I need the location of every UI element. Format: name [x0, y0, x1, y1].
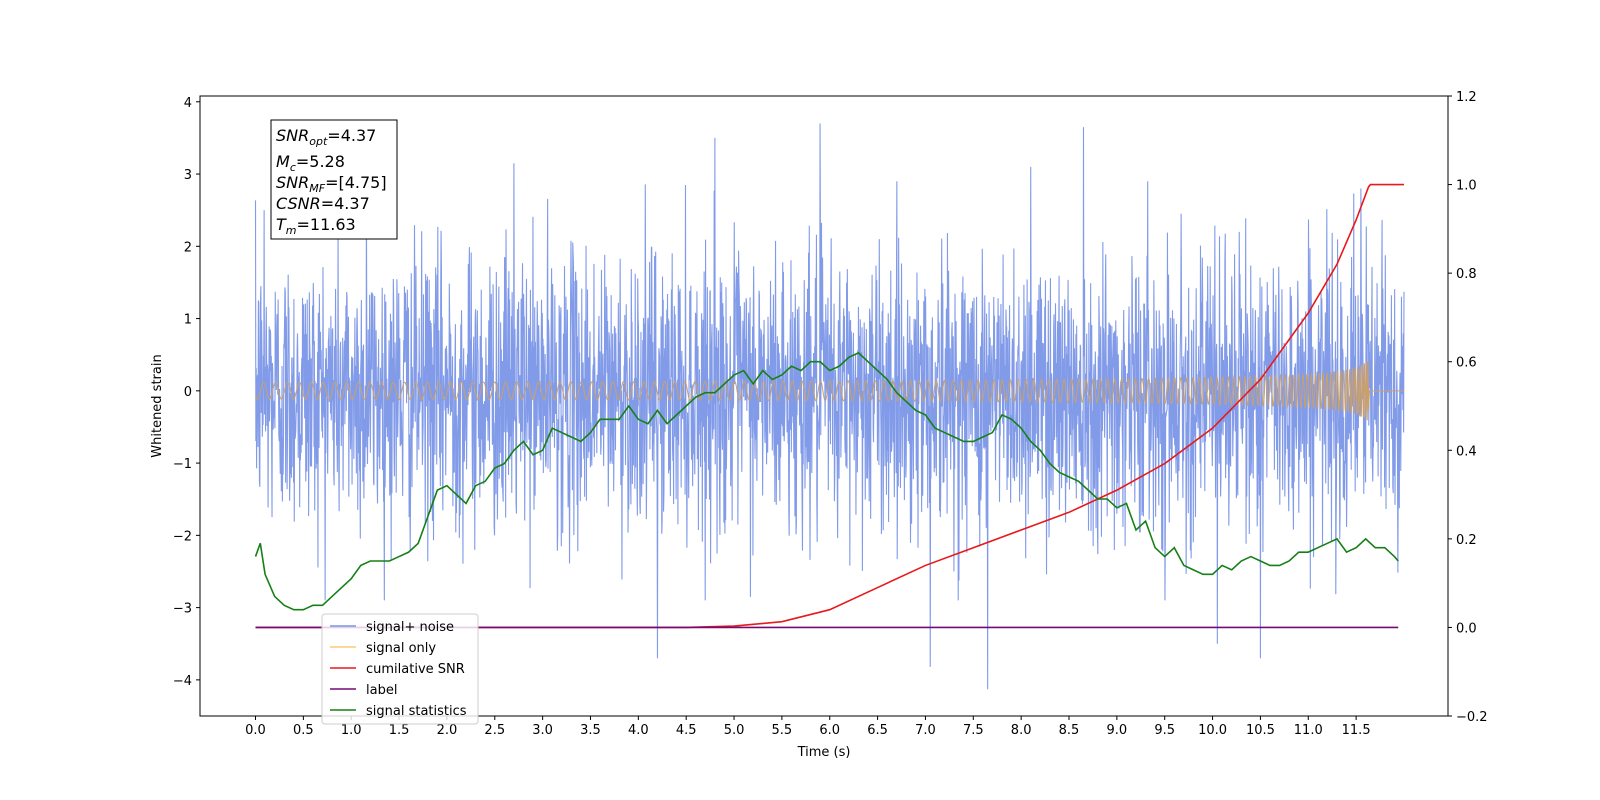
y-right-tick-label: 0.6	[1456, 356, 1477, 371]
x-tick-label: 4.5	[676, 723, 697, 738]
stat-snr-opt: SNRopt=4.37	[276, 126, 376, 148]
series-line-signal-statistics	[254, 351, 1399, 611]
y-left-tick-label: −4	[173, 674, 192, 689]
y-right-tick-label: 0.8	[1456, 267, 1477, 282]
y-right-tick-label: 1.2	[1456, 90, 1477, 105]
series-line-signal-only	[255, 361, 1404, 421]
y-left-tick-label: −3	[173, 602, 192, 617]
x-tick-label: 3.0	[532, 723, 553, 738]
y-right-tick-label: 0.4	[1456, 444, 1477, 459]
legend-label: signal+ noise	[366, 620, 454, 635]
y-left-tick-label: 0	[184, 385, 192, 400]
x-tick-label: 10.0	[1198, 723, 1227, 738]
x-tick-label: 10.5	[1246, 723, 1275, 738]
y-left-tick-label: −2	[173, 529, 192, 544]
stat-csnr: CSNR=4.37	[276, 194, 370, 213]
legend-label: label	[366, 683, 397, 698]
x-tick-label: 0.5	[293, 723, 314, 738]
x-tick-label: 11.0	[1294, 723, 1323, 738]
legend-frame	[321, 613, 479, 725]
stat-tm: Tm=11.63	[276, 215, 356, 237]
x-tick-label: 1.0	[341, 723, 362, 738]
y-left-tick-label: 3	[184, 168, 192, 183]
y-left-tick-label: −1	[173, 457, 192, 472]
x-tick-label: 0.0	[245, 723, 266, 738]
stat-snr-mf: SNRMF=[4.75]	[276, 173, 387, 195]
x-tick-label: 7.5	[963, 723, 984, 738]
x-tick-label: 5.5	[772, 723, 793, 738]
x-tick-label: 5.0	[724, 723, 745, 738]
legend: signal+ noise signal only cumilative SNR la…	[321, 613, 479, 725]
x-tick-label: 3.5	[580, 723, 601, 738]
y-left-tick-label: 1	[184, 313, 192, 328]
x-tick-label: 6.0	[819, 723, 840, 738]
y-right-tick-label: −0.2	[1456, 710, 1488, 725]
stats-box: SNRopt=4.37 Mc=5.28 SNRMF=[4.75] CSNR=4.…	[270, 119, 398, 240]
y-left-tick-label: 4	[184, 96, 192, 111]
x-tick-label: 9.5	[1154, 723, 1175, 738]
x-tick-label: 7.0	[915, 723, 936, 738]
stat-mc: Mc=5.28	[276, 152, 345, 174]
x-tick-label: 1.5	[389, 723, 410, 738]
y-axis-title: Whitened strain	[150, 354, 165, 457]
series-line-cumilative-snr	[255, 183, 1404, 629]
x-tick-label: 2.0	[437, 723, 458, 738]
legend-label: signal statistics	[366, 704, 467, 719]
x-tick-label: 8.5	[1059, 723, 1080, 738]
x-tick-label: 8.0	[1011, 723, 1032, 738]
x-tick-label: 9.0	[1107, 723, 1128, 738]
legend-label: cumilative SNR	[366, 662, 465, 677]
y-right-tick-label: 0.0	[1456, 621, 1477, 636]
x-tick-label: 6.5	[867, 723, 888, 738]
x-axis-title: Time (s)	[797, 745, 851, 760]
y-right-tick-label: 1.0	[1456, 179, 1477, 194]
plot-frame	[199, 95, 1449, 717]
x-tick-label: 2.5	[484, 723, 505, 738]
legend-label: signal only	[366, 641, 436, 656]
x-tick-label: 11.5	[1342, 723, 1371, 738]
y-left-tick-label: 2	[184, 240, 192, 255]
series-line-signal-noise	[254, 123, 1405, 690]
x-tick-label: 4.0	[628, 723, 649, 738]
y-right-tick-label: 0.2	[1456, 533, 1477, 548]
